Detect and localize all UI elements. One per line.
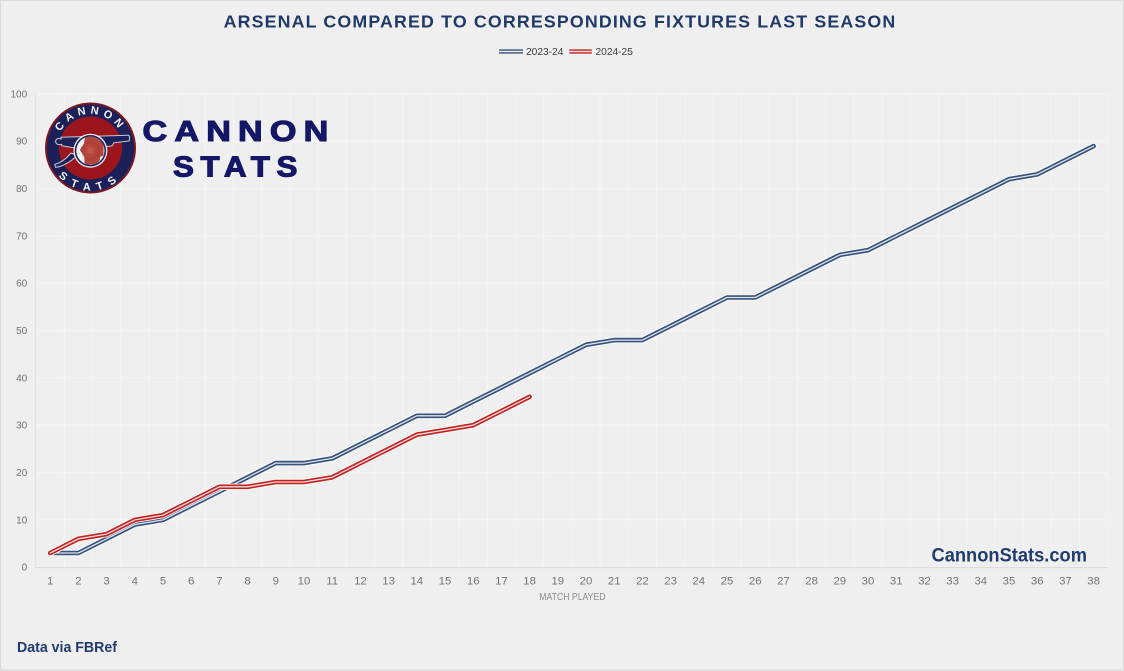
svg-text:26: 26: [749, 576, 762, 588]
svg-text:20: 20: [16, 468, 28, 479]
svg-text:34: 34: [974, 576, 987, 588]
svg-text:50: 50: [16, 326, 28, 337]
svg-text:0: 0: [22, 563, 28, 574]
svg-text:2023-24: 2023-24: [526, 47, 564, 58]
svg-text:90: 90: [16, 137, 28, 148]
svg-text:5: 5: [160, 576, 166, 588]
svg-text:18: 18: [523, 576, 536, 588]
svg-text:32: 32: [918, 576, 931, 588]
svg-text:70: 70: [16, 231, 28, 242]
svg-text:100: 100: [11, 89, 28, 100]
svg-text:17: 17: [495, 576, 508, 588]
svg-text:2024-25: 2024-25: [596, 47, 634, 58]
svg-text:16: 16: [467, 576, 480, 588]
svg-text:11: 11: [326, 576, 338, 588]
svg-text:30: 30: [16, 421, 28, 432]
svg-text:13: 13: [382, 576, 395, 588]
svg-text:33: 33: [946, 576, 959, 588]
svg-text:21: 21: [608, 576, 621, 588]
svg-text:29: 29: [833, 576, 846, 588]
svg-text:40: 40: [16, 373, 28, 384]
svg-text:CANNON: CANNON: [143, 116, 336, 148]
svg-text:20: 20: [580, 576, 593, 588]
svg-text:37: 37: [1059, 576, 1072, 588]
svg-text:14: 14: [410, 576, 423, 588]
svg-text:25: 25: [721, 576, 734, 588]
svg-text:STATS: STATS: [173, 152, 304, 184]
svg-text:24: 24: [692, 576, 705, 588]
svg-text:38: 38: [1087, 576, 1100, 588]
svg-text:80: 80: [16, 184, 28, 195]
svg-text:10: 10: [298, 576, 311, 588]
svg-text:36: 36: [1031, 576, 1044, 588]
svg-text:CannonStats.com: CannonStats.com: [932, 545, 1088, 566]
svg-text:15: 15: [439, 576, 452, 588]
svg-text:9: 9: [273, 576, 279, 588]
svg-text:6: 6: [188, 576, 194, 588]
svg-text:22: 22: [636, 576, 649, 588]
svg-text:60: 60: [16, 279, 28, 290]
svg-text:28: 28: [805, 576, 818, 588]
svg-text:19: 19: [551, 576, 564, 588]
svg-text:35: 35: [1003, 576, 1016, 588]
svg-text:12: 12: [354, 576, 367, 588]
svg-text:7: 7: [216, 576, 222, 588]
svg-text:8: 8: [244, 576, 250, 588]
svg-text:31: 31: [890, 576, 903, 588]
svg-text:30: 30: [862, 576, 875, 588]
svg-text:27: 27: [777, 576, 790, 588]
svg-text:3: 3: [103, 576, 109, 588]
svg-text:ARSENAL COMPARED TO CORRESPOND: ARSENAL COMPARED TO CORRESPONDING FIXTUR…: [224, 12, 897, 32]
svg-text:2: 2: [75, 576, 81, 588]
svg-text:23: 23: [664, 576, 677, 588]
svg-text:4: 4: [132, 576, 138, 588]
svg-text:1: 1: [47, 576, 53, 588]
svg-text:Data via FBRef: Data via FBRef: [17, 640, 117, 656]
svg-text:MATCH PLAYED: MATCH PLAYED: [539, 592, 605, 603]
svg-text:10: 10: [16, 515, 28, 526]
